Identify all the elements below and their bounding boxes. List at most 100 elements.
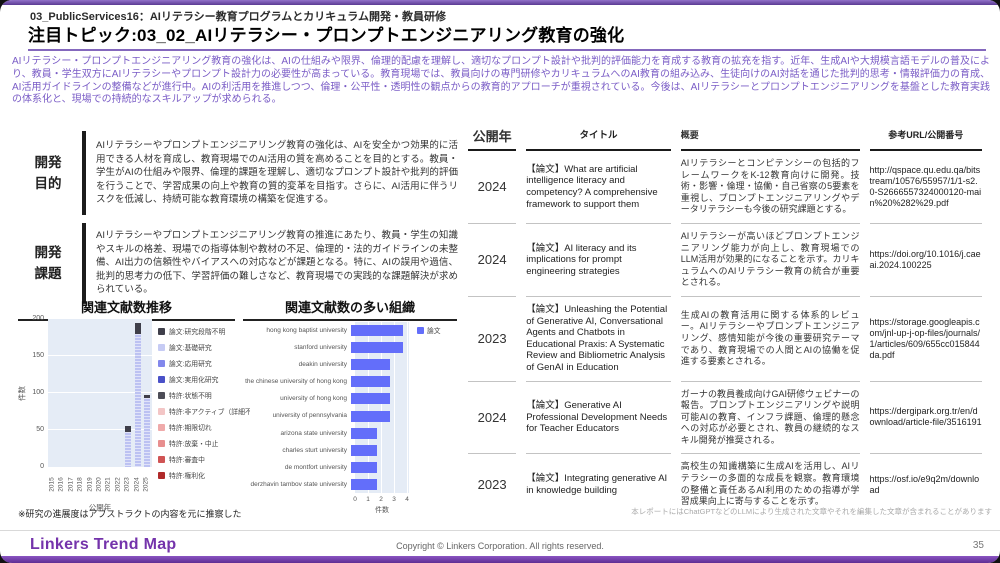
y-tick-label: 0 xyxy=(40,463,44,470)
org-name-label: deakin university xyxy=(298,361,347,369)
org-row: arizona state university xyxy=(243,425,457,442)
publication-year: 2024 xyxy=(468,382,517,455)
publication-title: 【論文】AI literacy and its implications for… xyxy=(526,224,671,297)
legend-swatch xyxy=(158,407,165,415)
header-summary: 概要 xyxy=(680,124,860,151)
publication-summary: 生成AIの教育活用に関する体系的レビュー。AIリテラシーやプロンプトエンジニアリ… xyxy=(680,297,860,382)
publication-url-link[interactable]: https://storage.googleapis.com/jnl-up-j-… xyxy=(869,297,982,382)
org-row: derzhavin tambov state university xyxy=(243,476,457,493)
trend-chart-legend: 論文:研究段階不明 論文:基礎研究 論文:応用研究 論文:実用化研究 特許:状態不明 特許… xyxy=(158,326,250,486)
publication-title: 【論文】Unleashing the Potential of Generati… xyxy=(526,297,671,382)
publication-summary: AIリテラシーとコンピテンシーの包括的フレームワークをK-12教育向けに開発。技… xyxy=(680,151,860,224)
org-row: hong kong baptist university xyxy=(243,322,457,339)
org-row: charles sturt university xyxy=(243,442,457,459)
legend-label: 論文:実用化研究 xyxy=(169,377,219,384)
x-tick-label: 2017 xyxy=(67,477,75,492)
x-tick-label: 4 xyxy=(405,496,409,503)
publication-year: 2024 xyxy=(468,224,517,297)
publication-url-link[interactable]: http://qspace.qu.edu.qa/bitstream/10576/… xyxy=(869,151,982,224)
legend-swatch xyxy=(158,439,165,447)
org-row: university of hong kong xyxy=(243,390,457,407)
org-name-label: arizona state university xyxy=(280,429,347,437)
publication-summary: ガーナの教員養成向けGAI研修ウェビナーの報告。プロンプトエンジニアリングや説明… xyxy=(680,382,860,455)
x-tick-label: 2015 xyxy=(48,477,56,492)
x-tick-label: 3 xyxy=(392,496,396,503)
development-issues-text: AIリテラシーやプロンプトエンジニアリング教育の推進にあたり、教員・学生の知識や… xyxy=(96,230,458,296)
org-x-axis-label: 件数 xyxy=(375,507,389,514)
org-row: university of pennsylvania xyxy=(243,408,457,425)
table-body: 2024 【論文】What are artificial intelligence… xyxy=(468,151,982,515)
org-name-label: the chinese university of hong kong xyxy=(245,378,347,386)
x-tick-label: 2022 xyxy=(114,477,122,492)
bar-segment xyxy=(134,322,141,334)
legend-swatch xyxy=(158,327,165,335)
label-line: 課題 xyxy=(34,266,62,281)
org-name-label: university of pennsylvania xyxy=(272,412,347,420)
org-bar xyxy=(351,359,390,371)
publication-row: 2024 【論文】What are artificial intelligence… xyxy=(468,151,982,224)
org-name-label: de montfort university xyxy=(284,463,347,471)
gridline xyxy=(48,318,152,319)
org-bar xyxy=(351,427,377,439)
page-title: 注目トピック:03_02_AIリテラシー・プロンプトエンジニアリング教育の強化 xyxy=(28,26,625,45)
publication-row: 2023 【論文】Integrating generative AI in kno… xyxy=(468,454,982,514)
publication-year: 2023 xyxy=(477,477,507,493)
legend-label: 特許:権利化 xyxy=(169,473,205,480)
header-title: タイトル xyxy=(526,124,671,151)
vertical-divider xyxy=(82,131,86,215)
legend-swatch xyxy=(158,391,165,399)
gridline xyxy=(48,429,152,430)
legend-swatch xyxy=(158,423,165,431)
table-header-row: 公開年 タイトル 概要 参考URL/公開番号 xyxy=(468,124,982,151)
chart-footnote: ※研究の進展度はアブストラクトの内容を元に推察した xyxy=(18,509,242,519)
bar-segment xyxy=(125,426,132,433)
y-tick-label: 100 xyxy=(32,389,44,396)
x-tick-label: 2024 xyxy=(133,477,141,492)
x-tick-label: 2018 xyxy=(76,477,84,492)
legend-item: 特許:非アクティブ（詳細不明） xyxy=(158,406,250,416)
org-name-label: charles sturt university xyxy=(282,446,347,454)
publication-url-link[interactable]: https://osf.io/e9q2m/download xyxy=(869,473,980,495)
x-tick-label: 2023 xyxy=(123,477,131,492)
topic-summary: AIリテラシー・プロンプトエンジニアリング教育の強化は、AIの仕組みや限界、倫理… xyxy=(12,56,990,106)
bar-segment xyxy=(125,432,132,467)
bar-segment xyxy=(134,333,141,467)
org-bar xyxy=(351,444,377,456)
vertical-divider xyxy=(82,223,86,303)
legend-label: 特許:放棄・中止 xyxy=(169,441,219,448)
legend-item: 論文:基礎研究 xyxy=(158,342,250,352)
legend-swatch xyxy=(158,359,165,367)
legend-item: 論文:応用研究 xyxy=(158,358,250,368)
development-issues-label: 開発 課題 xyxy=(20,242,76,284)
title-underline xyxy=(28,49,986,51)
y-tick-label: 200 xyxy=(32,315,44,322)
publication-year: 2023 xyxy=(468,297,517,382)
publication-summary: AIリテラシーが高いほどプロンプトエンジニアリング能力が向上し、教育現場でのLL… xyxy=(680,224,860,297)
x-tick-label: 2 xyxy=(379,496,383,503)
legend-label: 特許:状態不明 xyxy=(169,393,212,400)
label-line: 開発 xyxy=(34,245,62,260)
legend-item: 特許:期限切れ xyxy=(158,422,250,432)
trend-chart-plot xyxy=(48,318,152,467)
footer-divider xyxy=(0,530,1000,531)
gridline xyxy=(48,392,152,393)
legend-item: 特許:放棄・中止 xyxy=(158,438,250,448)
legend-label: 論文:研究段階不明 xyxy=(169,329,226,336)
publication-row: 2024 【論文】AI literacy and its implications… xyxy=(468,224,982,297)
legend-label: 論文:応用研究 xyxy=(169,361,212,368)
y-tick-label: 50 xyxy=(36,426,44,433)
legend-swatch xyxy=(417,326,424,334)
publication-url-link[interactable]: https://doi.org/10.1016/j.caeai.2024.100… xyxy=(869,224,982,297)
org-bar xyxy=(351,461,377,473)
publication-title: 【論文】Integrating generative AI in knowled… xyxy=(526,473,668,496)
publication-url-link[interactable]: https://dergipark.org.tr/en/download/art… xyxy=(869,382,982,455)
org-chart-title: 関連文献数の多い組織 xyxy=(243,297,457,321)
publication-row: 2024 【論文】Generative AI Professional Devel… xyxy=(468,382,982,455)
top-accent-bar xyxy=(0,0,1000,5)
category-eyebrow: 03_PublicServices16：AIリテラシー教育プログラムとカリキュラ… xyxy=(30,11,446,23)
org-row: the chinese university of hong kong xyxy=(243,373,457,390)
org-chart-legend: 論文 xyxy=(417,325,441,335)
org-row: deakin university xyxy=(243,356,457,373)
header-url: 参考URL/公開番号 xyxy=(869,124,982,151)
legend-label: 特許:非アクティブ（詳細不明） xyxy=(169,409,250,416)
